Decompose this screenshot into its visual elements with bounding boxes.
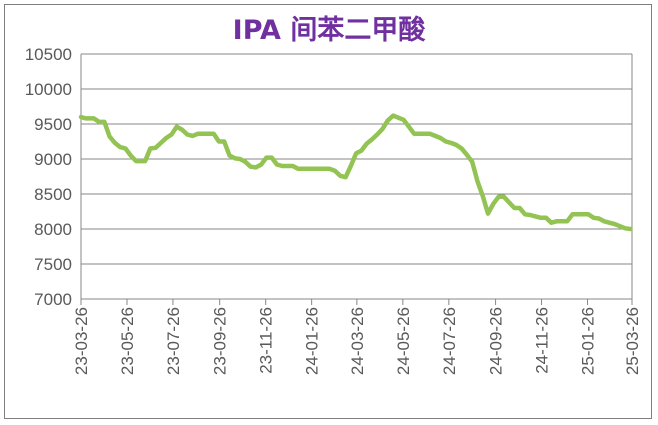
- x-tick-label: 23-09-26: [211, 307, 230, 375]
- y-tick-label: 10500: [25, 45, 72, 64]
- x-tick-label: 24-03-26: [348, 307, 367, 375]
- chart-frame: [4, 4, 652, 419]
- y-tick-label: 7000: [34, 290, 72, 309]
- x-axis-tick-labels: 23-03-26 23-05-26 23-07-26 23-09-26 23-11-26…: [72, 307, 642, 375]
- y-axis-tick-labels: 7000 7500 8000 8500 9000 9500 10000 10500: [25, 45, 72, 309]
- x-tick-label: 24-05-26: [394, 307, 413, 375]
- axes: [80, 54, 633, 305]
- x-tick-label: 23-07-26: [164, 307, 183, 375]
- x-tick-label: 23-05-26: [118, 307, 137, 375]
- chart-title: IPA 间苯二甲酸: [232, 15, 426, 46]
- y-tick-label: 8000: [34, 220, 72, 239]
- gridlines: [81, 53, 632, 265]
- y-tick-label: 9500: [34, 115, 72, 134]
- series-line: [78, 113, 633, 232]
- x-tick-label: 23-03-26: [72, 307, 91, 375]
- x-tick-label: 24-01-26: [303, 307, 322, 375]
- x-tick-label: 24-09-26: [487, 307, 506, 375]
- y-tick-label: 8500: [34, 185, 72, 204]
- x-tick-label: 24-11-26: [533, 307, 552, 374]
- x-tick-label: 25-01-26: [579, 307, 598, 375]
- series: [78, 113, 633, 232]
- y-tick-label: 7500: [34, 255, 72, 274]
- y-tick-label: 10000: [25, 80, 72, 99]
- y-tick-label: 9000: [34, 150, 72, 169]
- x-tick-label: 25-03-26: [623, 307, 642, 375]
- x-tick-label: 23-11-26: [257, 307, 276, 374]
- x-tick-label: 24-07-26: [440, 307, 459, 375]
